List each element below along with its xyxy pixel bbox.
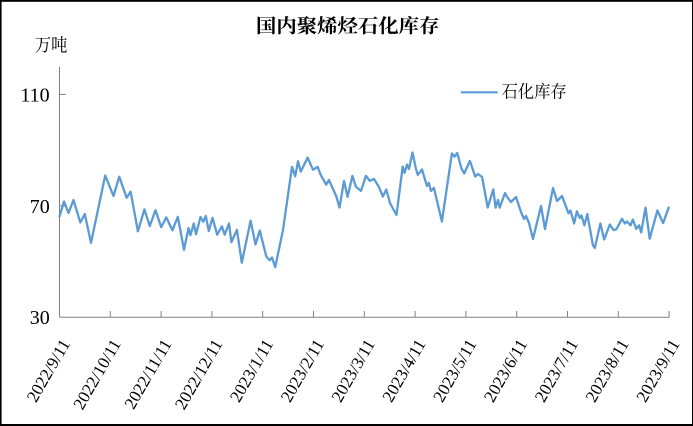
svg-text:70: 70 [30, 196, 50, 218]
svg-text:30: 30 [30, 307, 50, 329]
svg-text:110: 110 [20, 85, 49, 107]
